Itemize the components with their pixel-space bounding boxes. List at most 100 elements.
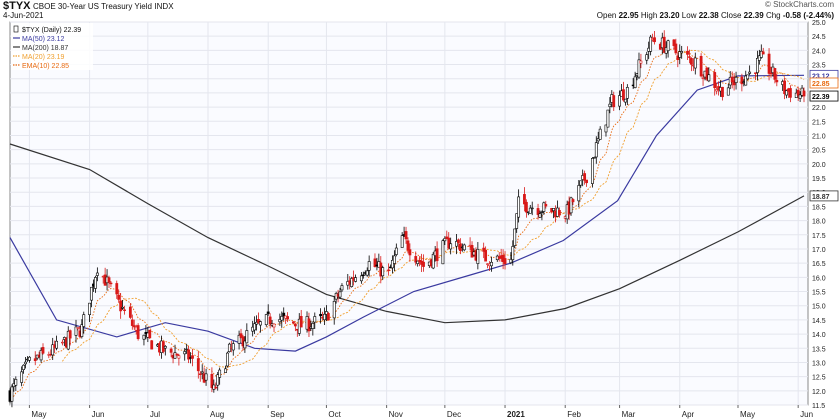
candle-body <box>216 374 220 386</box>
y-tick-label: 13.5 <box>812 346 826 353</box>
candle-body <box>796 89 800 96</box>
candle-body <box>590 158 594 184</box>
candle-body <box>214 386 218 389</box>
y-tick-label: 22.0 <box>812 105 826 112</box>
candle-body <box>759 50 763 58</box>
candle-body <box>693 57 697 69</box>
candle-body <box>41 347 45 354</box>
candle-body <box>55 340 58 349</box>
candle-body <box>119 300 123 312</box>
candle-body <box>612 95 616 108</box>
candle-body <box>604 124 608 133</box>
high-label: High <box>640 11 658 20</box>
candle-body <box>748 71 752 74</box>
candle-body <box>676 55 680 60</box>
high-value: 23.20 <box>659 11 680 20</box>
y-tick-label: 21.5 <box>812 119 826 126</box>
last-value-tag-box <box>809 77 839 89</box>
candle-body <box>662 36 666 53</box>
candle-body <box>391 259 394 269</box>
candle-body <box>66 330 70 350</box>
candle-body <box>524 201 528 213</box>
candle-body <box>132 325 136 328</box>
candle-body <box>24 361 27 365</box>
candle-body <box>674 43 678 54</box>
candle-body <box>490 261 493 267</box>
candle-body <box>115 283 119 295</box>
candle-body <box>10 386 14 402</box>
candle-body <box>392 255 396 264</box>
candle-body <box>435 248 439 262</box>
candle-body <box>338 291 342 298</box>
y-tick-label: 12.0 <box>812 389 826 396</box>
candle-body <box>253 323 257 331</box>
candle-body <box>530 207 534 210</box>
candle-body <box>88 302 91 316</box>
low-label: Low <box>681 11 697 20</box>
candle-body <box>175 353 179 356</box>
y-tick-label: 16.5 <box>812 261 826 268</box>
y-tick-label: 13.0 <box>812 360 826 367</box>
candle-body <box>307 318 311 332</box>
candle-body <box>150 340 154 350</box>
candle-body <box>707 74 711 82</box>
candle-body <box>756 58 759 73</box>
candle-body <box>744 75 748 86</box>
candle-body <box>163 345 167 349</box>
candle-body <box>204 373 208 381</box>
candle-body <box>592 157 596 159</box>
candle-body <box>678 51 682 58</box>
candle-body <box>672 39 676 46</box>
candle-body <box>22 364 25 370</box>
candle-body <box>311 323 315 329</box>
candle-body <box>515 213 519 229</box>
candle-body <box>625 87 629 99</box>
symbol-label: $TYX <box>3 0 31 12</box>
last-value-tag: 23.12 <box>812 73 830 80</box>
candle-body <box>416 260 420 264</box>
candle-body <box>257 319 260 323</box>
candle-body <box>387 269 390 271</box>
candle-body <box>622 89 625 101</box>
y-tick-label: 11.5 <box>812 403 825 410</box>
candle-body <box>422 261 425 267</box>
legend-label: MA(50) 23.12 <box>22 36 65 43</box>
candle-body <box>243 340 247 349</box>
candle-body <box>618 95 621 107</box>
candle-body <box>523 194 526 205</box>
x-tick-label: May <box>31 410 46 419</box>
candle-body <box>323 313 326 321</box>
candle-body <box>688 56 691 58</box>
candle-body <box>231 343 235 351</box>
last-value-tag-box <box>809 90 839 102</box>
y-tick-label: 18.5 <box>812 204 826 211</box>
last-value-tag: 18.87 <box>812 194 830 201</box>
last-value-tag: 22.39 <box>812 94 830 101</box>
ohlc-readout: Open 22.95 High 23.20 Low 22.38 Close 22… <box>597 11 834 20</box>
candle-body <box>517 196 521 218</box>
y-tick-label: 23.5 <box>812 63 826 70</box>
candle-body <box>606 109 610 128</box>
x-tick-label: Jun <box>800 410 813 419</box>
candle-body <box>552 208 555 211</box>
candle-body <box>701 77 705 80</box>
candle-body <box>538 213 542 218</box>
candle-body <box>142 334 146 340</box>
candle-body <box>740 76 744 85</box>
candle-body <box>789 88 792 98</box>
candle-body <box>645 54 649 61</box>
candle-body <box>455 241 458 247</box>
candle-body <box>443 238 447 242</box>
candle-body <box>239 333 243 338</box>
candle-body <box>109 282 113 285</box>
legend-label: EMA(10) 22.85 <box>22 63 69 70</box>
candle-body <box>540 211 544 214</box>
candle-body <box>299 315 303 328</box>
candle-body <box>773 68 777 80</box>
candle-body <box>95 272 99 276</box>
candle-body <box>680 51 684 54</box>
x-tick-label: Sep <box>270 410 285 419</box>
candle-body <box>653 37 656 43</box>
